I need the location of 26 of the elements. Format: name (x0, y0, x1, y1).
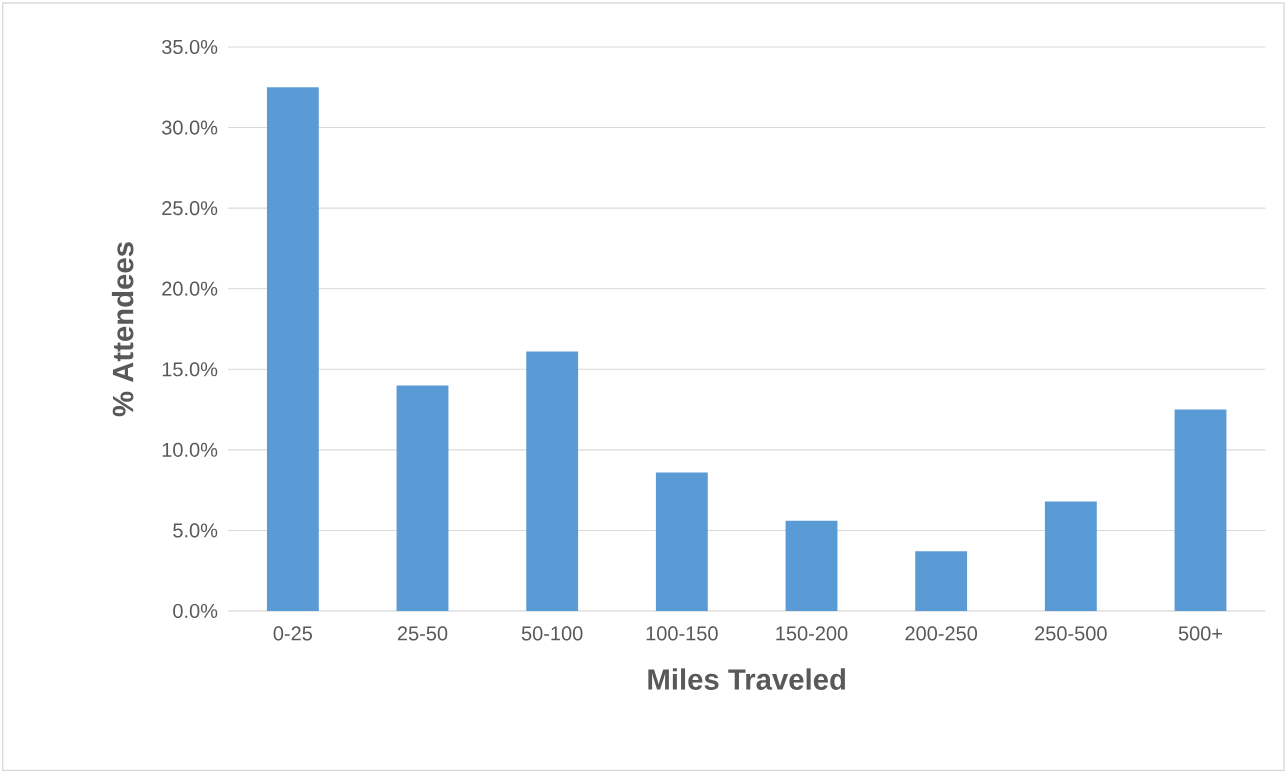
y-tick-label: 0.0% (173, 603, 218, 619)
bar (915, 551, 968, 611)
x-axis-title: Miles Traveled (648, 668, 846, 690)
bar (785, 520, 838, 611)
y-tick-label: 10.0% (162, 442, 218, 457)
bar (1044, 501, 1097, 611)
bar (655, 472, 708, 611)
x-tick-label: 250-500 (1035, 626, 1107, 641)
y-tick-label: 25.0% (162, 201, 218, 216)
y-axis-title: % Attendees (111, 242, 134, 417)
x-tick-label: 25-50 (397, 626, 448, 641)
x-tick-label: 500+ (1178, 626, 1223, 641)
x-tick-label: 50-100 (521, 626, 583, 641)
y-tick-label: 30.0% (162, 120, 218, 135)
bar (396, 385, 449, 611)
x-tick-label: 200-250 (905, 626, 978, 641)
x-tick-label: 150-200 (776, 626, 848, 641)
x-tick-label: 0-25 (273, 626, 313, 641)
bar (1174, 409, 1227, 611)
y-tick-label: 20.0% (162, 281, 218, 296)
y-tick-label: 35.0% (162, 39, 218, 55)
y-tick-label: 15.0% (162, 362, 218, 377)
bar (266, 87, 319, 611)
bar (526, 351, 579, 611)
y-tick-label: 5.0% (173, 523, 218, 538)
x-tick-label: 100-150 (646, 626, 718, 641)
